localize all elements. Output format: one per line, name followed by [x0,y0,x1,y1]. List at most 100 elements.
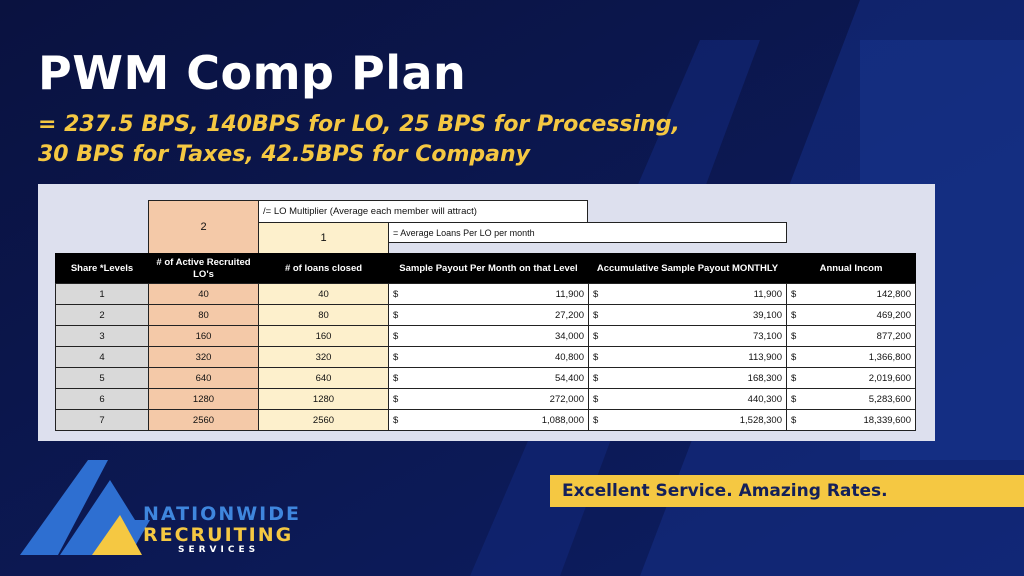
table-cell: $54,400 [388,367,589,389]
amount: 1,088,000 [541,414,584,426]
currency-sign: $ [393,351,399,363]
table-cell: 2560 [148,409,259,431]
amount: 54,400 [554,372,584,384]
loans-cell: 1 [258,222,389,254]
table-cell: $168,300 [588,367,787,389]
amount: 2,019,600 [868,372,911,384]
table-cell: $440,300 [588,388,787,410]
table-cell: $1,366,800 [786,346,916,368]
header-cell: Accumulative Sample Payout MONTHLY [588,253,787,284]
amount: 11,900 [555,288,584,300]
currency-sign: $ [791,351,797,363]
table-cell: 160 [148,325,259,347]
header-cell: # of loans closed [258,253,389,284]
currency-sign: $ [791,414,797,426]
table-cell: 1 [55,283,149,305]
currency-sign: $ [791,309,797,321]
amount: 39,100 [752,309,782,321]
table-cell: 4 [55,346,149,368]
table-cell: $1,088,000 [388,409,589,431]
table-cell: 7 [55,409,149,431]
currency-sign: $ [791,288,797,300]
amount: 272,000 [549,393,584,405]
table-cell: 160 [258,325,389,347]
table-cell: $5,283,600 [786,388,916,410]
table-cell: $877,200 [786,325,916,347]
table-cell: $11,900 [388,283,589,305]
amount: 440,300 [747,393,782,405]
title: PWM Comp Plan [38,46,467,100]
currency-sign: $ [393,372,399,384]
table-cell: 80 [258,304,389,326]
amount: 40,800 [554,351,584,363]
table-cell: 640 [258,367,389,389]
table-cell: $11,900 [588,283,787,305]
table-cell: 40 [148,283,259,305]
amount: 73,100 [752,330,782,342]
currency-sign: $ [791,372,797,384]
amount: 18,339,600 [863,414,911,426]
table-cell: $39,100 [588,304,787,326]
amount: 469,200 [876,309,911,321]
note-cell: = Average Loans Per LO per month [388,222,787,243]
table-cell: $2,019,600 [786,367,916,389]
table-cell: 320 [148,346,259,368]
table-cell: 2 [55,304,149,326]
header-cell: # of Active Recruited LO's [148,253,259,284]
table-cell: 2560 [258,409,389,431]
currency-sign: $ [393,288,399,300]
table-cell: $113,900 [588,346,787,368]
tagline: Excellent Service. Amazing Rates. [550,475,1024,507]
amount: 1,528,300 [739,414,782,426]
amount: 877,200 [876,330,911,342]
table-cell: 1280 [148,388,259,410]
amount: 113,900 [748,351,782,363]
amount: 142,800 [876,288,911,300]
currency-sign: $ [393,309,399,321]
amount: 27,200 [554,309,584,321]
table-cell: 40 [258,283,389,305]
amount: 168,300 [747,372,782,384]
subtitle: 30 BPS for Taxes, 42.5BPS for Company [38,142,530,167]
table-cell: 320 [258,346,389,368]
table-cell: $34,000 [388,325,589,347]
logo-text: SERVICES [178,545,260,555]
multiplier-cell: 2 [148,200,259,254]
table-cell: $142,800 [786,283,916,305]
table-cell: $272,000 [388,388,589,410]
currency-sign: $ [593,330,599,342]
currency-sign: $ [791,330,797,342]
currency-sign: $ [791,393,797,405]
header-cell: Sample Payout Per Month on that Level [388,253,589,284]
table-cell: 5 [55,367,149,389]
logo-text: RECRUITING [143,524,294,546]
table-cell: $18,339,600 [786,409,916,431]
amount: 1,366,800 [868,351,911,363]
amount: 5,283,600 [868,393,911,405]
table-cell: 3 [55,325,149,347]
table-cell: $27,200 [388,304,589,326]
logo-mark [20,460,108,555]
table-cell: 80 [148,304,259,326]
amount: 34,000 [554,330,584,342]
header-cell: Annual Incom [786,253,916,284]
currency-sign: $ [593,309,599,321]
currency-sign: $ [593,372,599,384]
currency-sign: $ [593,414,599,426]
table-cell: $469,200 [786,304,916,326]
table-cell: $73,100 [588,325,787,347]
subtitle: = 237.5 BPS, 140BPS for LO, 25 BPS for P… [38,112,680,137]
table-cell: $1,528,300 [588,409,787,431]
logo-mark [92,515,142,555]
currency-sign: $ [593,351,599,363]
table-cell: 1280 [258,388,389,410]
table-cell: 6 [55,388,149,410]
amount: 11,900 [753,288,782,300]
table-cell: 640 [148,367,259,389]
note-cell: /= LO Multiplier (Average each member wi… [258,200,588,223]
logo-text: NATIONWIDE [143,503,301,525]
currency-sign: $ [393,414,399,426]
currency-sign: $ [593,393,599,405]
currency-sign: $ [393,393,399,405]
